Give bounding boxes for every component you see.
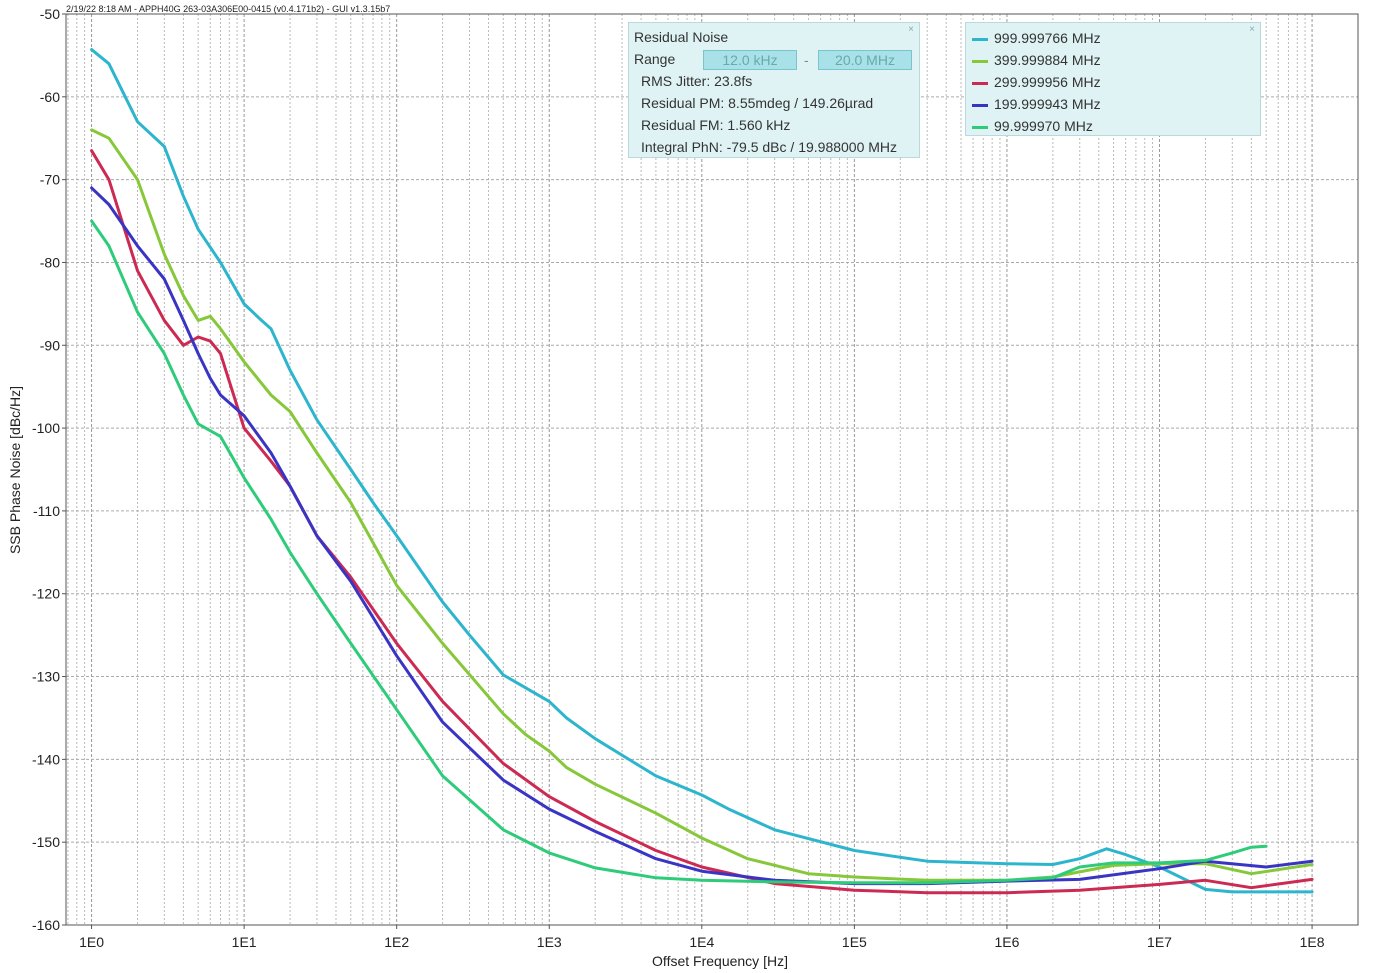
legend-panel[interactable]: × 999.999766 MHz 399.999884 MHz 299.9999… <box>965 22 1261 136</box>
x-tick-label: 1E5 <box>842 934 867 950</box>
y-tick-label: -80 <box>40 254 60 270</box>
residual-pm-value: Residual PM: 8.55mdeg / 149.26µrad <box>641 95 874 111</box>
plot-frame <box>65 13 1359 926</box>
y-tick-label: -90 <box>40 337 60 353</box>
x-axis-label: Offset Frequency [Hz] <box>652 953 788 969</box>
range-start-field[interactable]: 12.0 kHz <box>703 50 797 70</box>
range-end-field[interactable]: 20.0 MHz <box>818 50 912 70</box>
legend-swatch <box>972 60 988 63</box>
x-tick-label: 1E0 <box>79 934 104 950</box>
rms-jitter-value: RMS Jitter: 23.8fs <box>641 73 753 89</box>
y-axis-label: SSB Phase Noise [dBc/Hz] <box>7 386 23 554</box>
y-tick-label: -160 <box>32 917 60 933</box>
y-tick-labels: -50 -60 -70 -80 -90 -100 -110 -120 -130 -140 -150 -… <box>32 6 66 933</box>
series-line-4 <box>90 186 1314 886</box>
range-label: Range <box>634 51 676 67</box>
y-tick-label: -110 <box>33 503 60 519</box>
series-line-1 <box>90 48 1314 894</box>
y-tick-label: -140 <box>32 751 60 767</box>
y-tick-label: -70 <box>40 172 60 188</box>
legend-swatch <box>972 38 988 41</box>
legend-swatch <box>972 82 988 85</box>
legend-label: 999.999766 MHz <box>994 30 1101 46</box>
y-tick-label: -50 <box>40 6 60 22</box>
y-tick-label: -60 <box>40 89 60 105</box>
x-tick-label: 1E2 <box>384 934 409 950</box>
x-tick-label: 1E1 <box>232 934 257 950</box>
legend-swatch <box>972 104 988 107</box>
y-tick-label: -130 <box>32 669 60 685</box>
y-tick-label: -120 <box>32 586 60 602</box>
y-tick-label: -150 <box>32 834 60 850</box>
legend-label: 399.999884 MHz <box>994 52 1101 68</box>
residual-fm-value: Residual FM: 1.560 kHz <box>641 117 791 133</box>
legend-label: 99.999970 MHz <box>994 118 1093 134</box>
legend-label: 199.999943 MHz <box>994 96 1101 112</box>
x-tick-label: 1E8 <box>1300 934 1325 950</box>
residual-noise-title: Residual Noise <box>634 29 729 45</box>
x-tick-labels: 1E0 1E1 1E2 1E3 1E4 1E5 1E6 1E7 1E8 <box>79 925 1325 950</box>
x-tick-label: 1E4 <box>689 934 714 950</box>
y-tick-label: -100 <box>32 420 60 436</box>
x-tick-label: 1E6 <box>994 934 1019 950</box>
x-tick-label: 1E3 <box>537 934 562 950</box>
legend-label: 299.999956 MHz <box>994 74 1101 90</box>
x-tick-label: 1E7 <box>1147 934 1172 950</box>
close-icon[interactable]: × <box>1249 24 1255 35</box>
integral-phn-value: Integral PhN: -79.5 dBc / 19.988000 MHz <box>641 139 898 155</box>
window-title: 2/19/22 8:18 AM - APPH40G 263-03A306E00-… <box>66 4 391 14</box>
legend-swatch <box>972 126 988 129</box>
range-separator: - <box>804 52 809 68</box>
residual-noise-panel[interactable]: × Residual Noise Range 12.0 kHz - 20.0 M… <box>628 22 920 158</box>
close-icon[interactable]: × <box>908 24 914 35</box>
series-line-5 <box>90 219 1268 885</box>
series-lines <box>90 48 1314 895</box>
